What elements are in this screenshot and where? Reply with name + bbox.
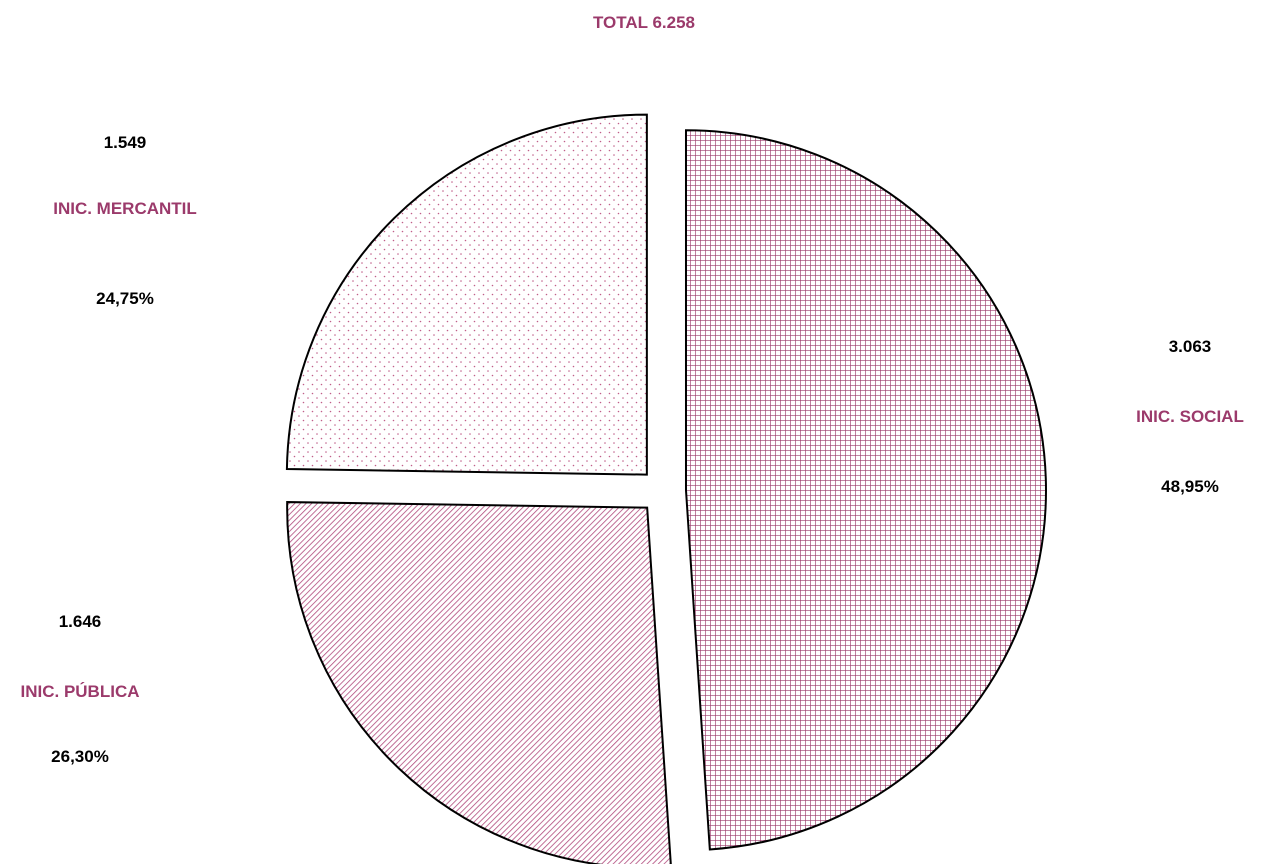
pie-slice-inic-p-blica [286,501,672,864]
slice-name-label: INIC. PÚBLICA [21,682,140,701]
pie-slice-inic-social [684,129,1047,851]
slice-value-label: 1.646 [59,612,102,631]
slice-name-label: INIC. SOCIAL [1136,407,1244,426]
pie-slice-inic-mercantil [285,113,648,476]
pie-slices [285,113,1047,864]
slice-value-label: 1.549 [104,133,147,152]
slice-percent-label: 26,30% [51,747,109,766]
slice-name-label: INIC. MERCANTIL [53,199,197,218]
slice-value-label: 3.063 [1169,337,1212,356]
slice-percent-label: 24,75% [96,289,154,308]
chart-title: TOTAL 6.258 [593,13,695,32]
slice-labels: 3.063 INIC. SOCIAL 48,95% 1.646 INIC. PÚBLIC… [21,133,1244,766]
slice-percent-label: 48,95% [1161,477,1219,496]
